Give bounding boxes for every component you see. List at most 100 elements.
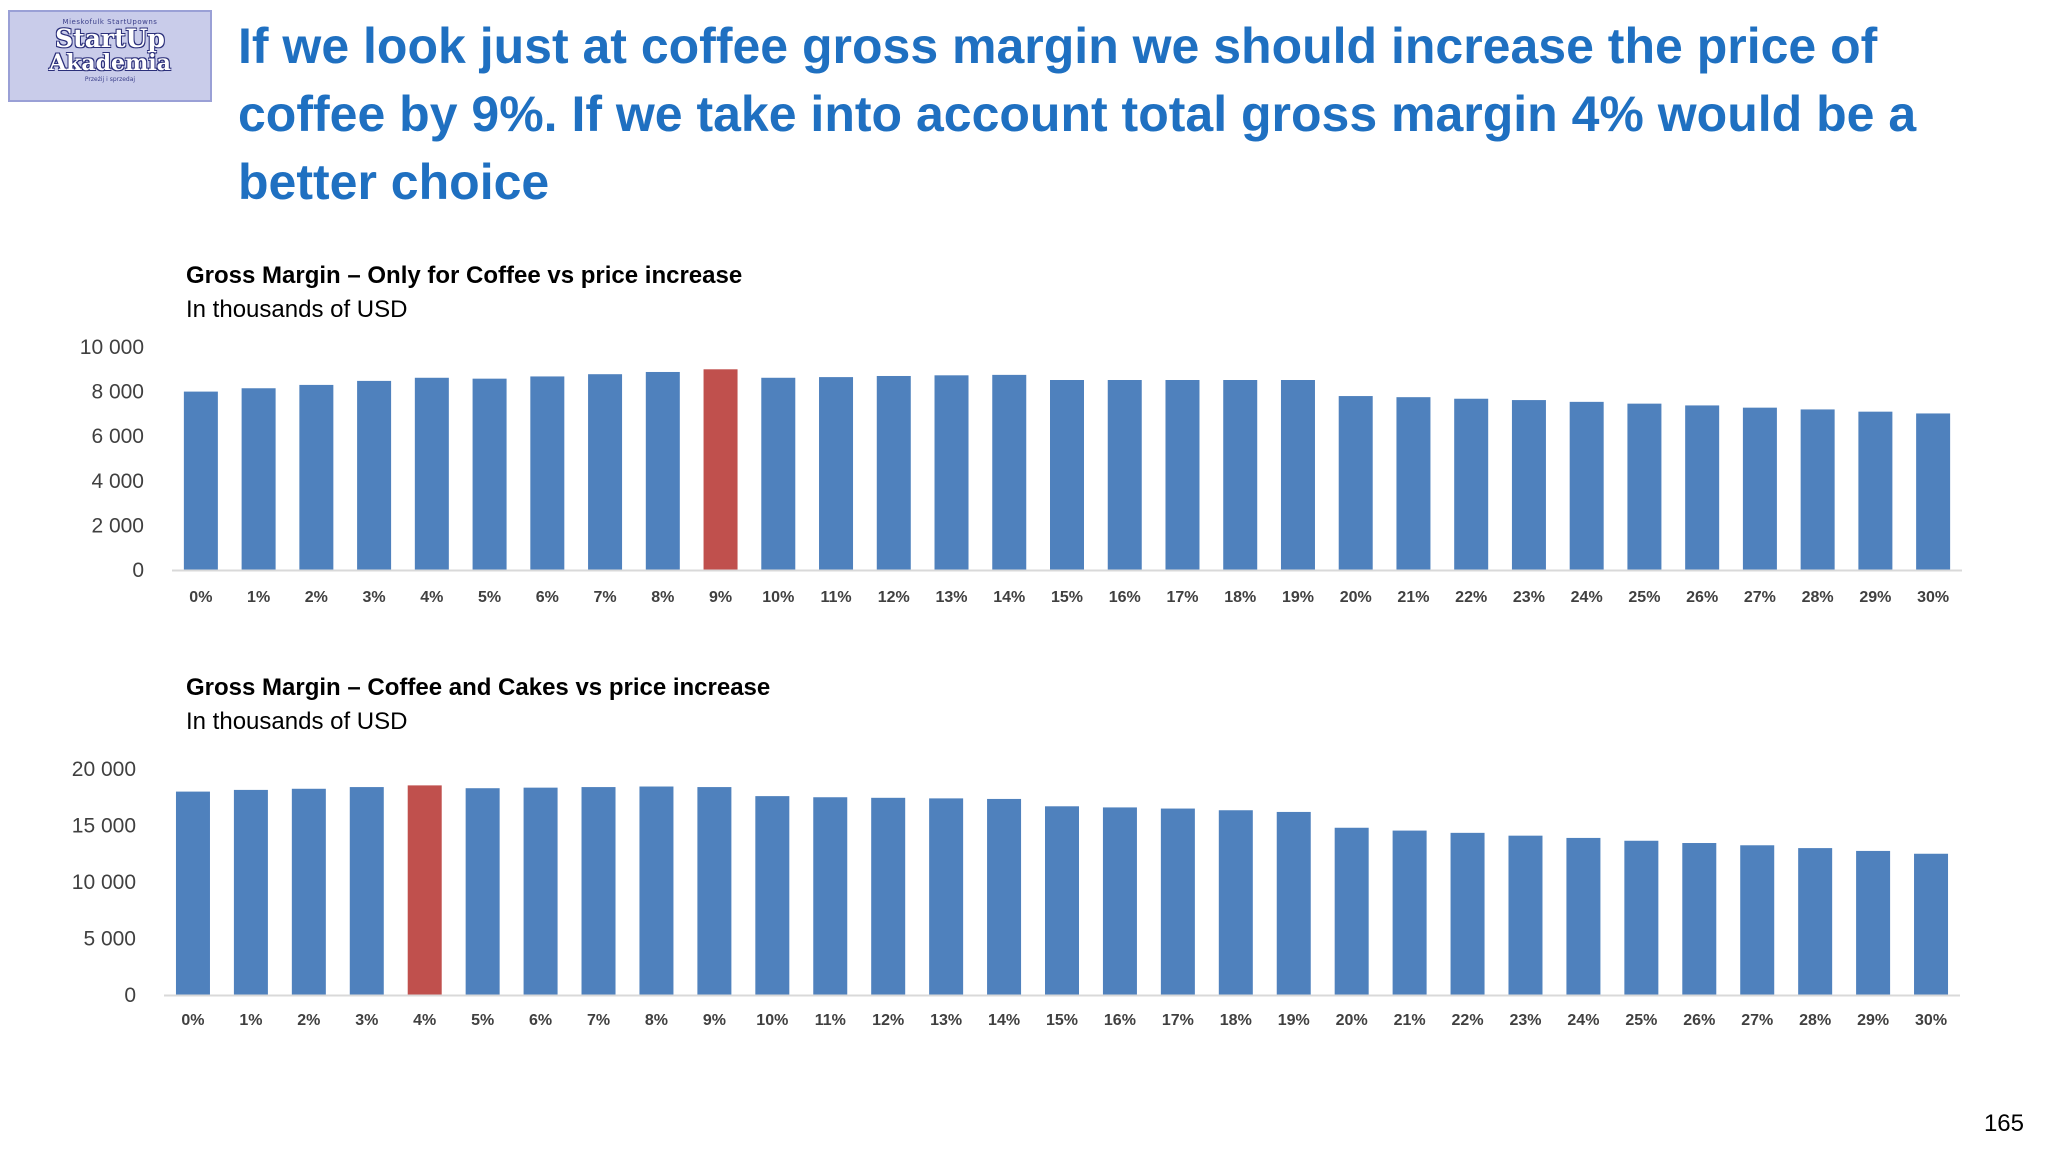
bar (523, 787, 558, 995)
bar (1916, 413, 1951, 570)
bar (299, 384, 334, 570)
x-tick-label: 23% (1513, 589, 1545, 606)
x-tick-label: 25% (1628, 589, 1660, 606)
x-tick-label: 8% (651, 589, 674, 606)
chart-1-title: Gross Margin – Only for Coffee vs price … (186, 262, 743, 289)
coffee-and-cakes-gross-margin-chart: 0 5 000 10 000 15 000 20 000 0% 1% 2% 3% 4% 5% 6% 7%… (72, 758, 1960, 1029)
x-tick-label: 20% (1336, 1012, 1368, 1029)
bar (414, 377, 449, 570)
bar (1856, 850, 1891, 995)
bar (175, 791, 210, 995)
slide-headline: If we look just at coffee gross margin w… (238, 18, 1917, 210)
chart-2-title-block: Gross Margin – Coffee and Cakes vs price… (186, 671, 770, 739)
bar (465, 788, 500, 995)
x-tick-label: 12% (878, 589, 910, 606)
bar (472, 378, 507, 570)
x-tick-label: 7% (594, 589, 617, 606)
x-tick-label: 29% (1859, 589, 1891, 606)
x-tick-label: 19% (1278, 1012, 1310, 1029)
bar (1392, 830, 1427, 995)
x-tick-label: 9% (703, 1012, 726, 1029)
x-tick-label: 13% (936, 589, 968, 606)
x-tick-label: 16% (1109, 589, 1141, 606)
bar (1740, 845, 1775, 995)
x-tick-label: 24% (1567, 1012, 1599, 1029)
bar (1566, 837, 1601, 995)
bar (819, 377, 854, 570)
bar (871, 797, 906, 995)
x-tick-label: 15% (1051, 589, 1083, 606)
bar (530, 376, 565, 570)
bar (1050, 380, 1084, 570)
x-tick-label: 4% (420, 589, 443, 606)
x-tick-label: 28% (1802, 589, 1834, 606)
x-tick-label: 23% (1509, 1012, 1541, 1029)
bar (1685, 405, 1720, 570)
bar (1624, 840, 1659, 995)
bar (697, 787, 732, 995)
bar (588, 374, 623, 570)
x-tick-label: 18% (1224, 589, 1256, 606)
x-tick-label: 22% (1452, 1012, 1484, 1029)
x-tick-label: 26% (1683, 1012, 1715, 1029)
bar (241, 388, 276, 570)
highlighted-bar (703, 369, 738, 570)
bar (1107, 380, 1142, 570)
x-tick-label: 15% (1046, 1012, 1078, 1029)
bar (813, 797, 848, 995)
x-tick-label: 2% (297, 1012, 320, 1029)
bar (992, 374, 1027, 570)
y-tick-label: 0 (124, 984, 136, 1007)
y-tick-label: 5 000 (83, 928, 136, 951)
bar (1276, 811, 1311, 995)
bar (1165, 380, 1200, 570)
x-tick-label: 25% (1625, 1012, 1657, 1029)
x-tick-label: 17% (1166, 589, 1198, 606)
bar (1454, 398, 1489, 570)
x-tick-label: 24% (1571, 589, 1603, 606)
bar (1798, 848, 1833, 995)
x-tick-label: 16% (1104, 1012, 1136, 1029)
bar (1218, 810, 1253, 995)
bar (1223, 380, 1258, 570)
chart-2-subtitle: In thousands of USD (186, 708, 408, 735)
bar (645, 371, 680, 570)
y-tick-label: 10 000 (80, 336, 144, 359)
bar (934, 375, 969, 570)
x-tick-label: 12% (872, 1012, 904, 1029)
x-tick-label: 6% (536, 589, 559, 606)
x-tick-label: 26% (1686, 589, 1718, 606)
y-tick-label: 4 000 (91, 470, 144, 493)
y-tick-label: 15 000 (72, 815, 136, 838)
bar (1450, 832, 1485, 995)
x-tick-label: 13% (930, 1012, 962, 1029)
bar (1338, 396, 1373, 570)
x-tick-label: 0% (189, 589, 212, 606)
x-tick-label: 27% (1744, 589, 1776, 606)
bar (929, 798, 964, 995)
bar (1682, 843, 1717, 995)
x-tick-label: 0% (181, 1012, 204, 1029)
bar (1160, 808, 1195, 995)
x-tick-label: 1% (239, 1012, 262, 1029)
logo-sub-text: Akademia (49, 50, 171, 76)
bar (1742, 407, 1777, 570)
bar (581, 787, 616, 995)
x-tick-label: 27% (1741, 1012, 1773, 1029)
x-tick-label: 18% (1220, 1012, 1252, 1029)
page-number: 165 (1983, 1110, 2024, 1137)
x-tick-label: 20% (1340, 589, 1372, 606)
bar (291, 788, 326, 995)
bar (1045, 806, 1079, 995)
y-tick-label: 8 000 (91, 381, 144, 404)
x-tick-label: 3% (355, 1012, 378, 1029)
y-tick-label: 20 000 (72, 758, 136, 781)
chart-2-title: Gross Margin – Coffee and Cakes vs price… (186, 674, 771, 701)
y-tick-label: 10 000 (72, 871, 136, 894)
startup-akademia-logo: Mieskofulk StartUpowns StartUp Akademia … (8, 10, 212, 102)
x-tick-label: 6% (529, 1012, 552, 1029)
coffee-gross-margin-chart: 0 2 000 4 000 6 000 8 000 10 000 0% 1% 2% 3% 4% 5% 6… (80, 336, 1962, 606)
bar (357, 380, 392, 570)
bar (1511, 400, 1546, 570)
x-tick-label: 14% (993, 589, 1025, 606)
